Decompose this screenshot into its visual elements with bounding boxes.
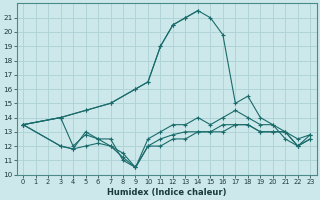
X-axis label: Humidex (Indice chaleur): Humidex (Indice chaleur)	[107, 188, 227, 197]
